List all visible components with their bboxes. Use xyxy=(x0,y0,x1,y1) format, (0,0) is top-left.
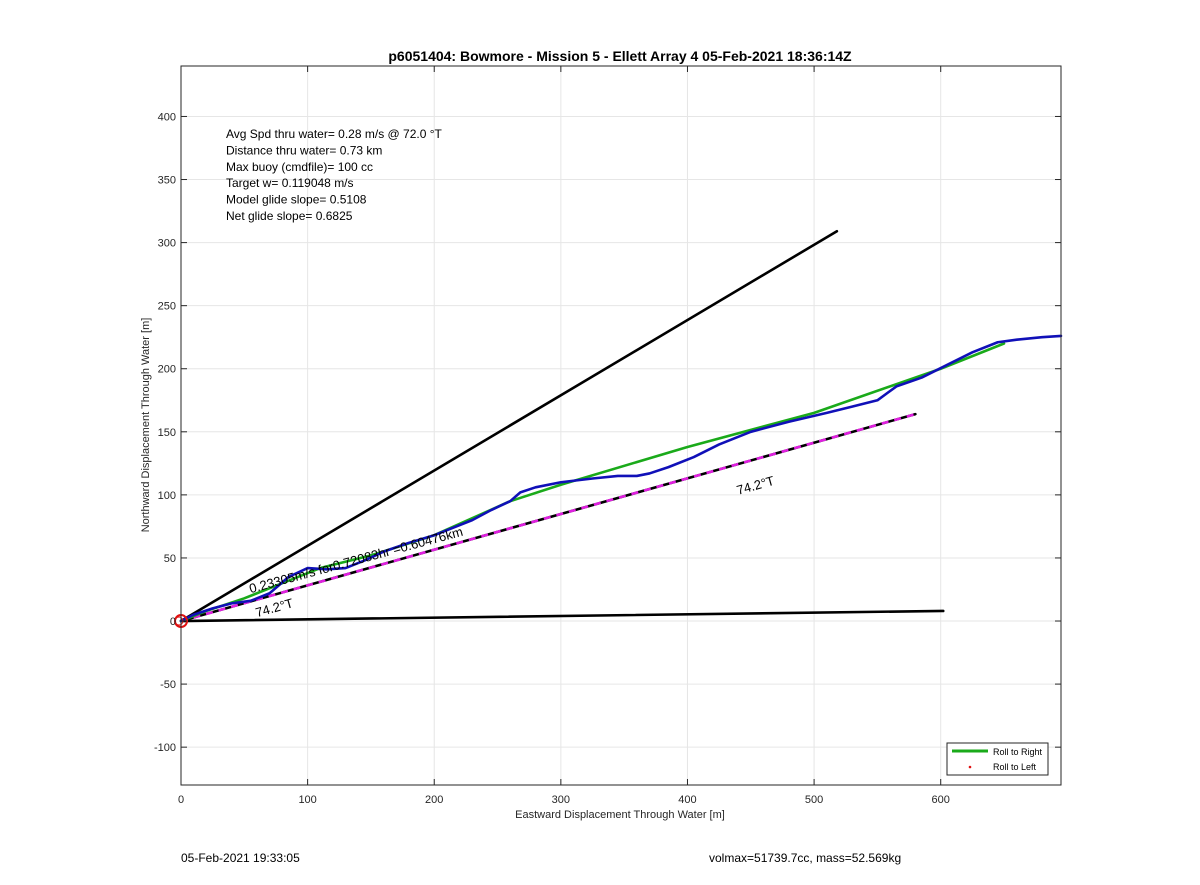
glider-track-line xyxy=(179,334,1063,623)
stats-line: Target w= 0.119048 m/s xyxy=(226,176,354,190)
stats-line: Max buoy (cmdfile)= 100 cc xyxy=(226,160,373,174)
plot-frame xyxy=(180,65,1062,786)
y-tick-label: 150 xyxy=(158,427,176,439)
y-tick-label: 0 xyxy=(170,616,176,628)
legend-label-roll-right: Roll to Right xyxy=(993,747,1043,757)
footer-timestamp: 05-Feb-2021 19:33:05 xyxy=(181,851,300,865)
legend-box xyxy=(946,742,1049,776)
y-tick-label: 50 xyxy=(164,553,176,565)
series-layer xyxy=(174,229,1063,629)
x-tick-label: 400 xyxy=(678,794,696,806)
legend: Roll to Right Roll to Left xyxy=(946,742,1049,776)
heading-line-dash xyxy=(180,412,916,623)
upper-bound-line xyxy=(179,229,839,623)
y-tick-label: 400 xyxy=(158,111,176,123)
y-tick-label: -50 xyxy=(160,679,176,691)
grid xyxy=(180,66,1061,785)
y-tick-label: 200 xyxy=(158,364,176,376)
x-tick-label: 0 xyxy=(178,794,184,806)
y-tick-label: -100 xyxy=(154,742,176,754)
legend-swatch-roll-left xyxy=(968,765,972,769)
x-axis-label: Eastward Displacement Through Water [m] xyxy=(515,809,725,821)
chart-title: p6051404: Bowmore - Mission 5 - Ellett A… xyxy=(388,48,852,64)
x-tick-label: 100 xyxy=(298,794,316,806)
y-tick-label: 350 xyxy=(158,175,176,187)
stats-line: Model glide slope= 0.5108 xyxy=(226,193,367,207)
stats-line: Distance thru water= 0.73 km xyxy=(226,143,382,157)
stats-text-block: Avg Spd thru water= 0.28 m/s @ 72.0 °T Di… xyxy=(226,127,443,223)
plot-area xyxy=(181,66,1061,785)
axes: 0 100 200 300 400 500 600 -100 -50 0 50 100 150 200 25… xyxy=(154,66,1061,806)
x-tick-label: 200 xyxy=(425,794,443,806)
x-tick-label: 500 xyxy=(805,794,823,806)
y-tick-label: 100 xyxy=(158,490,176,502)
x-tick-label: 300 xyxy=(552,794,570,806)
footer-vol-mass: volmax=51739.7cc, mass=52.569kg xyxy=(709,851,902,865)
stats-line: Avg Spd thru water= 0.28 m/s @ 72.0 °T xyxy=(226,127,443,141)
y-axis-label: Northward Displacement Through Water [m] xyxy=(140,318,152,533)
y-tick-label: 250 xyxy=(158,301,176,313)
lower-bound-line xyxy=(179,609,945,623)
x-tick-label: 600 xyxy=(932,794,950,806)
y-tick-label: 300 xyxy=(158,238,176,250)
legend-label-roll-left: Roll to Left xyxy=(993,762,1037,772)
stats-line: Net glide slope= 0.6825 xyxy=(226,209,353,223)
